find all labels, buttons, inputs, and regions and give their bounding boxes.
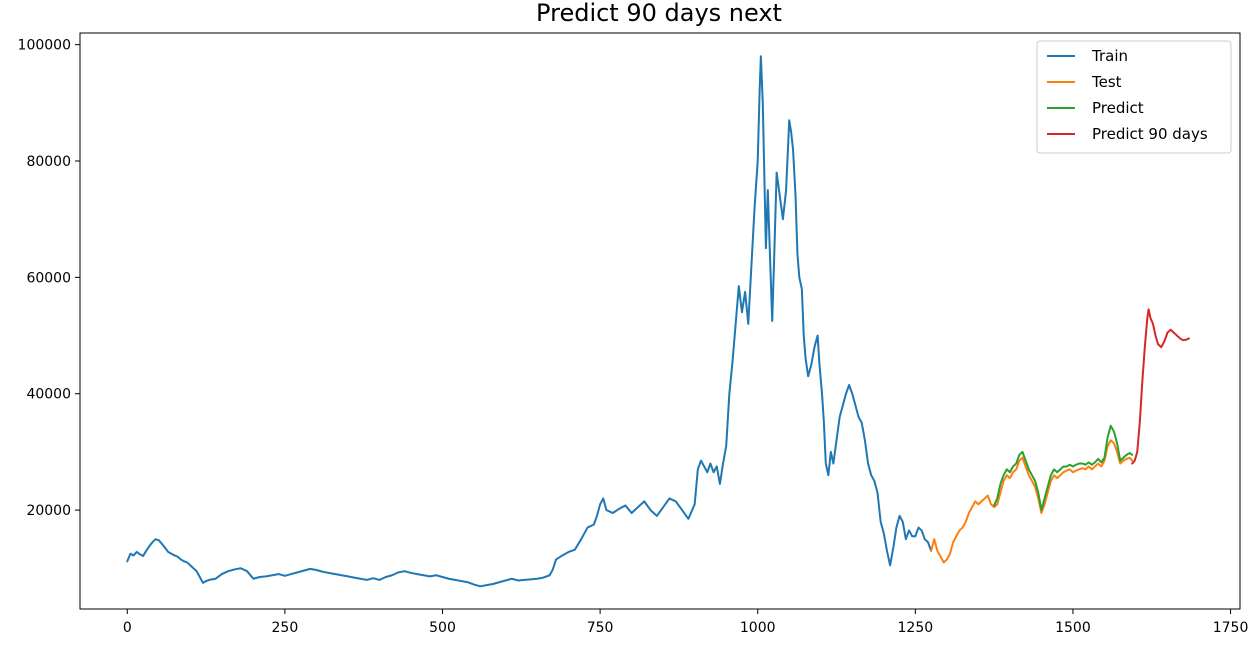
x-tick-label: 1750 (1213, 620, 1249, 636)
legend-label: Test (1091, 73, 1122, 91)
y-axis: 20000 40000 60000 80000 100000 (18, 38, 80, 519)
x-tick-label: 250 (272, 620, 299, 636)
plot-frame (79, 32, 1241, 610)
legend-box (1036, 40, 1232, 154)
series-line-predict (993, 424, 1134, 512)
y-tick-label: 100000 (18, 38, 71, 54)
y-tick-label: 60000 (26, 270, 71, 286)
legend-label: Predict 90 days (1092, 125, 1208, 143)
legend: Train Test Predict Predict 90 days (1036, 40, 1232, 154)
x-tick-label: 0 (123, 620, 132, 636)
series-line-predict-90-days (1131, 308, 1190, 465)
x-axis: 0 250 500 750 1000 1250 1500 1750 (123, 609, 1249, 636)
y-tick-label: 80000 (26, 154, 71, 170)
series-layer (126, 55, 1190, 588)
series-line-test (930, 439, 1134, 564)
x-tick-label: 1250 (898, 620, 934, 636)
y-tick-label: 20000 (26, 503, 71, 519)
series-line-train (126, 55, 933, 588)
y-tick-label: 40000 (26, 387, 71, 403)
legend-label: Train (1091, 47, 1128, 65)
x-tick-label: 500 (429, 620, 456, 636)
x-tick-label: 1000 (740, 620, 776, 636)
legend-label: Predict (1092, 99, 1144, 117)
chart-title: Predict 90 days next (536, 0, 782, 27)
x-tick-label: 1500 (1055, 620, 1091, 636)
x-tick-label: 750 (587, 620, 614, 636)
